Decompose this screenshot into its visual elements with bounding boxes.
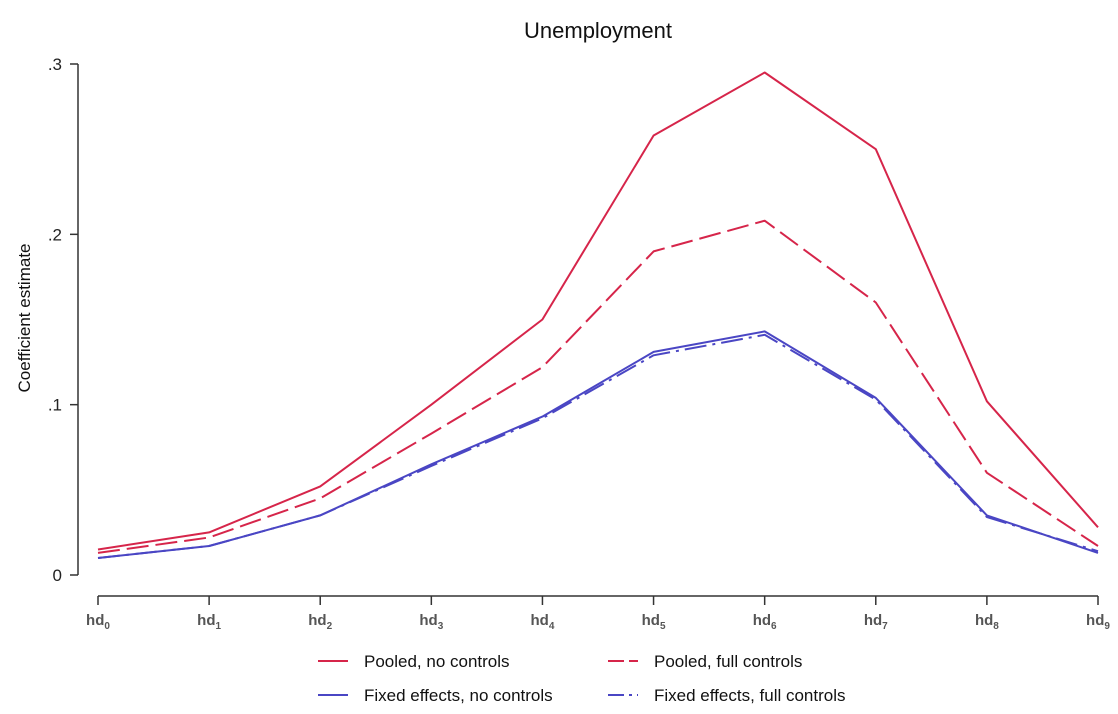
- chart-title: Unemployment: [524, 18, 672, 43]
- legend: Pooled, no controls Pooled, full controls…: [318, 652, 846, 705]
- x-tick-label: hd6: [753, 612, 777, 632]
- series-line-4: [97, 333, 1099, 559]
- y-tick-label: .1: [48, 396, 62, 415]
- x-tick-label: hd4: [530, 612, 554, 632]
- series-line-1: [97, 71, 1099, 551]
- x-tick-label: hd9: [1086, 612, 1110, 632]
- x-tick-label: hd0: [86, 612, 110, 632]
- x-ticks: hd0 hd1 hd2 hd3 hd4 hd5 hd6 hd7 hd8 hd9: [86, 596, 1110, 632]
- x-tick-label: hd1: [197, 612, 221, 632]
- y-ticks: 0 .1 .2 .3: [48, 55, 78, 585]
- legend-label: Fixed effects, full controls: [654, 686, 846, 705]
- x-tick-label: hd8: [975, 612, 999, 632]
- legend-label: Pooled, no controls: [364, 652, 510, 671]
- x-tick-label: hd5: [642, 612, 666, 632]
- series-lines: [97, 71, 1099, 559]
- x-tick-label: hd7: [864, 612, 888, 632]
- x-tick-label: hd2: [308, 612, 332, 632]
- y-tick-label: 0: [53, 566, 62, 585]
- legend-label: Fixed effects, no controls: [364, 686, 553, 705]
- y-axis-label: Coefficient estimate: [15, 244, 34, 393]
- series-line-2: [97, 219, 1099, 554]
- legend-label: Pooled, full controls: [654, 652, 802, 671]
- x-tick-label: hd3: [419, 612, 443, 632]
- y-tick-label: .3: [48, 55, 62, 74]
- y-tick-label: .2: [48, 225, 62, 244]
